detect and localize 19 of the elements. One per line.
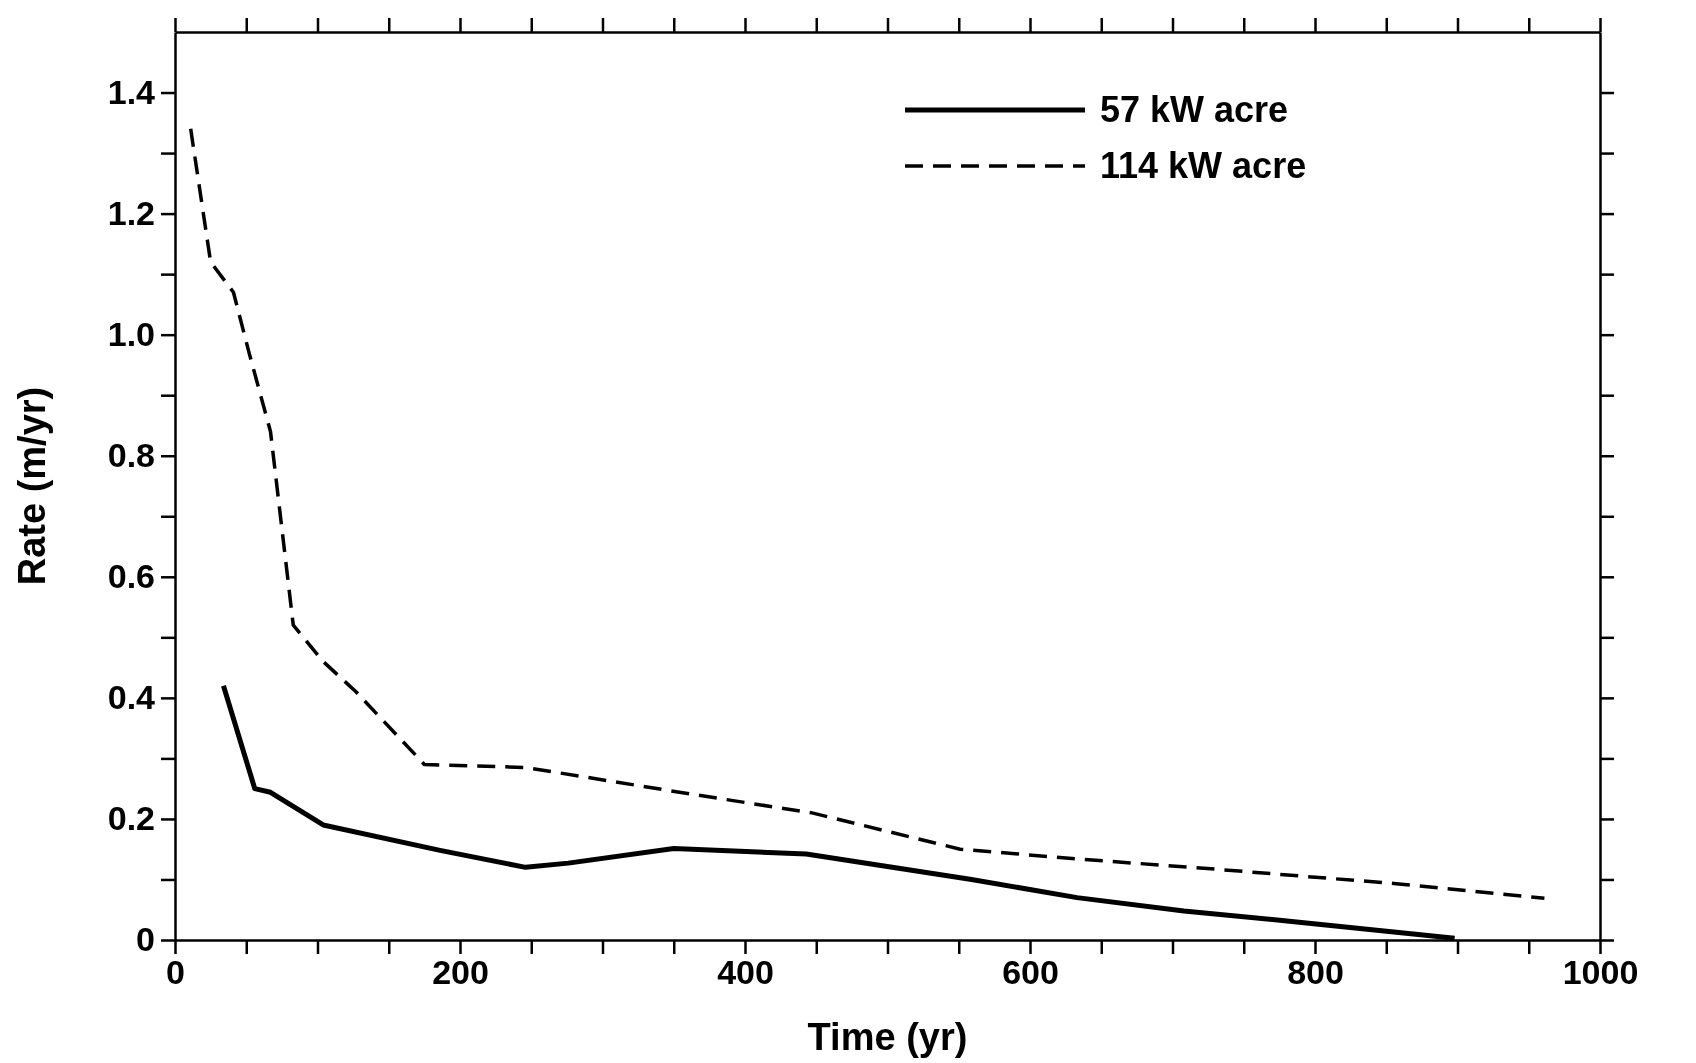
- y-tick-label: 0.8: [107, 436, 155, 475]
- y-tick-label: 0.4: [107, 678, 156, 717]
- y-tick-label: 0.2: [107, 799, 155, 838]
- y-tick-label: 1.0: [107, 315, 155, 354]
- y-tick-label: 1.4: [107, 72, 156, 111]
- x-axis-title: Time (yr): [807, 1016, 968, 1058]
- x-tick-label: 400: [717, 953, 774, 992]
- x-tick-label: 200: [432, 953, 489, 992]
- line-series: [188, 127, 1547, 900]
- x-tick-label: 800: [1287, 953, 1344, 992]
- y-axis-title: Rate (m/yr): [11, 386, 53, 586]
- x-tick-label: 0: [166, 953, 185, 992]
- legend-label: 114 kW acre: [1100, 145, 1307, 186]
- y-tick-label: 0: [136, 920, 155, 959]
- legend-label: 57 kW acre: [1100, 89, 1289, 130]
- x-tick-label: 600: [1002, 953, 1059, 992]
- x-tick-label: 1000: [1562, 953, 1639, 992]
- y-tick-label: 0.6: [107, 557, 155, 596]
- y-tick-label: 1.2: [107, 193, 155, 232]
